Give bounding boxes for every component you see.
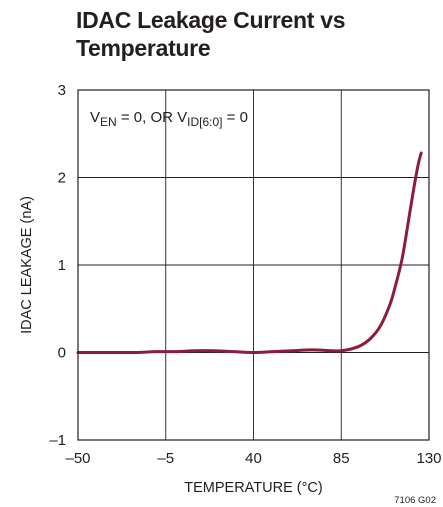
y-tick-label: –1 — [49, 432, 66, 449]
chart-title-line-2: Temperature — [76, 35, 211, 61]
y-tick-label: 1 — [58, 257, 66, 274]
x-axis-label: TEMPERATURE (°C) — [184, 480, 322, 496]
annotation-text: = 0 — [223, 109, 248, 126]
y-axis-label: IDAC LEAKAGE (nA) — [19, 196, 35, 334]
series-line — [76, 151, 423, 355]
chart-title-line-1: IDAC Leakage Current vs — [76, 7, 346, 33]
series-layer — [76, 151, 423, 355]
condition-annotation: VEN = 0, OR VID[6:0] = 0 — [90, 109, 248, 129]
tick-labels: –50 –5 40 85 130 –1 0 1 2 3 — [49, 82, 441, 467]
y-tick-label: 0 — [58, 345, 66, 362]
x-tick-label: –50 — [65, 450, 90, 467]
x-tick-label: –5 — [157, 450, 174, 467]
annotation-text: = 0, OR V — [117, 109, 187, 126]
annotation-subscript: ID[6:0] — [187, 115, 222, 129]
x-tick-label: 85 — [333, 450, 350, 467]
figure-code: 7106 G02 — [394, 495, 436, 506]
plot-frame — [77, 89, 430, 441]
y-tick-label: 2 — [58, 170, 66, 187]
x-tick-label: 40 — [245, 450, 262, 467]
x-tick-label: 130 — [416, 450, 441, 467]
annotation-subscript: EN — [100, 115, 117, 129]
annotation-text: V — [90, 109, 100, 126]
chart-title: IDAC Leakage Current vs Temperature — [76, 6, 416, 62]
y-tick-label: 3 — [58, 82, 66, 99]
grid — [78, 90, 429, 440]
